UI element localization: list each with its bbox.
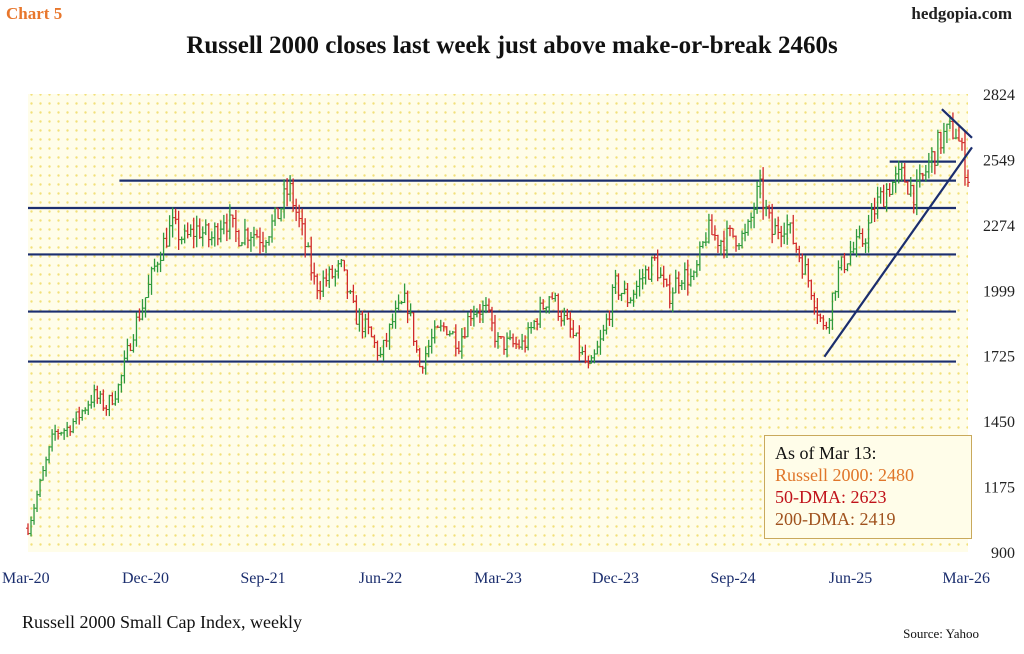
y-tick-label: 900 bbox=[991, 545, 1015, 562]
legend-200-dma: 200-DMA: 2419 bbox=[775, 509, 896, 529]
x-tick-label: Sep-21 bbox=[240, 570, 285, 587]
chart-subtitle: Russell 2000 Small Cap Index, weekly bbox=[22, 612, 302, 632]
y-tick-label: 1725 bbox=[983, 349, 1015, 366]
x-tick-label: Mar-26 bbox=[942, 570, 990, 587]
y-tick-label: 2549 bbox=[983, 152, 1015, 169]
trend-line bbox=[941, 108, 973, 139]
chart-title: Russell 2000 closes last week just above… bbox=[186, 32, 838, 59]
x-tick-label: Dec-23 bbox=[592, 570, 639, 587]
y-tick-label: 2274 bbox=[983, 218, 1015, 235]
legend-box: As of Mar 13: Russell 2000: 2480 50-DMA:… bbox=[764, 435, 972, 539]
legend-50-dma: 50-DMA: 2623 bbox=[775, 487, 887, 507]
x-tick-label: Mar-23 bbox=[474, 570, 522, 587]
source-label: Source: Yahoo bbox=[903, 626, 979, 641]
y-tick-label: 1999 bbox=[983, 283, 1015, 300]
chart-tag: Chart 5 bbox=[6, 4, 63, 23]
y-tick-label: 1175 bbox=[984, 480, 1015, 497]
x-tick-label: Mar-20 bbox=[2, 570, 50, 587]
y-tick-label: 2824 bbox=[983, 87, 1015, 104]
x-tick-label: Dec-20 bbox=[122, 570, 169, 587]
legend-heading: As of Mar 13: bbox=[775, 443, 877, 463]
x-tick-label: Sep-24 bbox=[710, 570, 755, 587]
legend-price: Russell 2000: 2480 bbox=[775, 465, 915, 485]
y-tick-label: 1450 bbox=[983, 414, 1015, 431]
x-tick-label: Jun-25 bbox=[829, 570, 873, 587]
x-tick-label: Jun-22 bbox=[359, 570, 403, 587]
brand-label: hedgopia.com bbox=[911, 4, 1012, 23]
trend-line bbox=[823, 146, 973, 358]
